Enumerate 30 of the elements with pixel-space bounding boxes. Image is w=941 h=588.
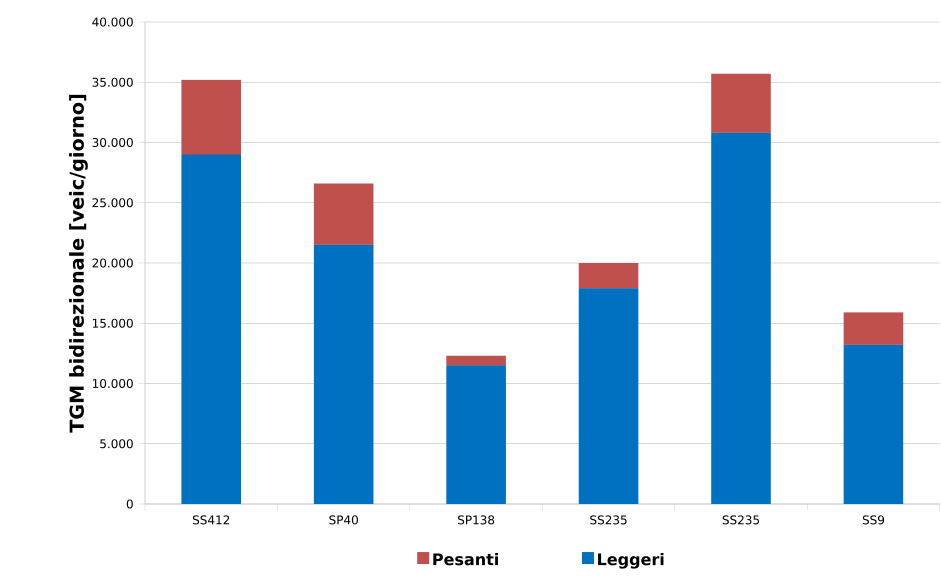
- bar: [181, 154, 242, 504]
- bar: [844, 344, 904, 504]
- x-tick-label: SP40: [329, 515, 358, 524]
- bar: [844, 312, 904, 345]
- legend-label: Leggeri: [598, 552, 664, 569]
- bar: [711, 132, 771, 504]
- x-tick-label: SS235: [590, 515, 627, 524]
- y-tick-label: 30.000: [92, 138, 133, 148]
- y-tick-label: 15.000: [92, 318, 133, 328]
- y-tick-label: 5.000: [100, 439, 133, 448]
- y-tick-label: 35.000: [92, 78, 133, 87]
- bar: [314, 244, 374, 504]
- x-tick-label: SS412: [192, 515, 230, 524]
- bar: [446, 365, 506, 504]
- bar: [314, 183, 374, 245]
- y-tick-label: 25.000: [92, 198, 133, 208]
- y-tick-label: 0: [126, 499, 133, 509]
- bar: [446, 356, 506, 366]
- legend-label: Pesanti: [433, 552, 498, 566]
- y-tick-label: 40.000: [92, 17, 133, 27]
- y-tick-label: 10.000: [92, 378, 133, 388]
- bar: [181, 80, 242, 155]
- bar: [578, 288, 638, 504]
- y-tick-label: 20.000: [92, 258, 133, 268]
- x-tick-label: SS235: [722, 515, 760, 524]
- x-tick-label: SS9: [862, 515, 884, 524]
- x-tick-label: SP138: [458, 515, 494, 524]
- y-axis-title: TGM bidirezionale [veic/giorno]: [69, 94, 88, 433]
- bar: [578, 262, 638, 288]
- bar: [711, 74, 771, 133]
